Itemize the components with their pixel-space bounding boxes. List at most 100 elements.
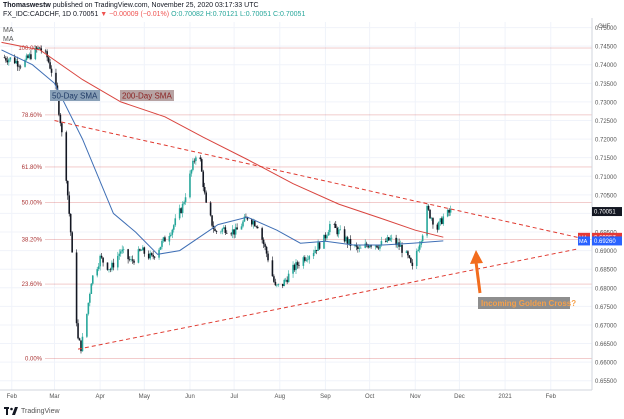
candle-body — [65, 132, 68, 181]
candle-body — [209, 202, 212, 216]
x-tick-label: Jun — [185, 394, 195, 400]
candle-body — [190, 169, 193, 174]
candle-body — [40, 48, 43, 51]
sma200-label: 200-Day SMA — [122, 92, 172, 101]
candle-body — [355, 245, 358, 247]
candle-body — [417, 249, 420, 251]
indicator-label-ma-2[interactable]: MA — [3, 36, 14, 43]
candle-body — [281, 283, 284, 287]
candle-body — [385, 241, 387, 242]
candle-body — [436, 224, 439, 230]
candle-body — [119, 251, 122, 254]
candle-body — [61, 123, 63, 133]
ma50-tag — [578, 236, 590, 246]
candle-body — [246, 217, 249, 220]
candle-body — [71, 232, 73, 253]
candle-body — [401, 244, 403, 253]
candle-body — [277, 283, 280, 285]
candle-body — [329, 223, 331, 233]
candle-body — [448, 209, 450, 213]
candle-body — [162, 237, 165, 241]
y-tick-label: 0.68500 — [595, 268, 617, 274]
candle-body — [233, 229, 235, 235]
candle-body — [230, 233, 233, 235]
candle-body — [174, 218, 177, 226]
candle-body — [315, 249, 318, 251]
candle-body — [364, 243, 367, 248]
candle-body — [265, 246, 268, 254]
candle-body — [34, 47, 37, 60]
y-tick-label: 0.71000 — [595, 175, 617, 181]
candle-body — [89, 294, 91, 303]
candle-body — [78, 338, 81, 341]
candle-body — [308, 256, 311, 260]
candle-body — [15, 61, 17, 64]
sma50-label-box — [50, 90, 100, 101]
candle-body — [159, 246, 162, 250]
candle-body — [255, 226, 258, 227]
candle-body — [139, 249, 141, 251]
candle-body — [225, 232, 228, 234]
fib-level-label: 61.80% — [22, 165, 43, 171]
candle-body — [149, 253, 152, 259]
candle-body — [302, 257, 305, 266]
candle-body — [429, 209, 431, 219]
candle-body — [3, 57, 6, 58]
candle-body — [9, 57, 12, 60]
candle-body — [189, 173, 191, 198]
y-tick-label: 0.73500 — [595, 82, 617, 88]
fib-level-label: 23.60% — [22, 282, 43, 288]
candle-body — [36, 47, 38, 50]
golden-cross-label-box — [478, 297, 570, 309]
candle-body — [140, 250, 143, 251]
candle-body — [30, 54, 32, 60]
candle-body — [334, 224, 337, 229]
ohlc-values: O:0.70082 H:0.70121 L:0.70051 C:0.70051 — [171, 11, 306, 18]
candle-body — [343, 229, 346, 242]
x-tick-label: 2021 — [498, 394, 512, 400]
sma200-label-box — [120, 90, 174, 101]
y-tick-label: 0.73000 — [595, 100, 617, 106]
y-tick-label: 0.70500 — [595, 193, 617, 199]
y-tick-label: 0.68000 — [595, 286, 617, 292]
brand-name: TradingView — [21, 407, 60, 415]
price-change: ▼ −0.00009 (−0.01%) — [100, 11, 170, 18]
candle-body — [256, 226, 259, 229]
candle-body — [267, 253, 269, 261]
candle-body — [430, 218, 433, 219]
author-name[interactable]: Thomaswestw — [3, 2, 51, 9]
candle-body — [58, 97, 60, 115]
candle-body — [199, 157, 202, 160]
candle-body — [215, 230, 218, 232]
candle-body — [449, 209, 452, 213]
candle-body — [410, 257, 412, 263]
candle-body — [118, 253, 121, 256]
candle-body — [408, 255, 411, 258]
candle-body — [164, 237, 166, 242]
tradingview-brand[interactable]: TradingView — [4, 407, 60, 415]
x-tick-label: Dec — [454, 394, 465, 400]
candle-body — [399, 244, 402, 247]
golden-cross-arrow-shaft — [474, 261, 482, 294]
candle-body — [108, 269, 110, 271]
candle-body — [152, 254, 154, 257]
fib-level-label: 100.00% — [18, 46, 42, 52]
candle-body — [314, 249, 316, 254]
price-axis[interactable]: 0.75000 0.74500 0.74000 0.73500 0.73000 0.725… — [578, 18, 622, 390]
symbol-label[interactable]: FX_IDC:CADCHF, 1D — [3, 11, 72, 18]
candle-body — [326, 235, 328, 239]
candle-body — [418, 244, 421, 250]
candle-body — [75, 252, 78, 324]
fibonacci-levels: 100.00% 78.60% 61.80% 50.00% 38.20% 23.60% 0.0… — [18, 46, 592, 362]
candle-body — [184, 197, 187, 203]
candle-body — [19, 66, 22, 68]
indicator-label-ma-1[interactable]: MA — [3, 27, 14, 34]
candle-body — [87, 302, 90, 314]
candle-body — [131, 259, 134, 261]
candle-body — [203, 187, 206, 193]
time-axis[interactable]: Feb Mar Apr May Jun Jul Aug Sep Oct Nov Dec 2021 Feb — [0, 389, 592, 400]
candle-body — [293, 264, 296, 271]
y-tick-label: 0.66000 — [595, 361, 617, 367]
candle-body — [47, 57, 50, 63]
